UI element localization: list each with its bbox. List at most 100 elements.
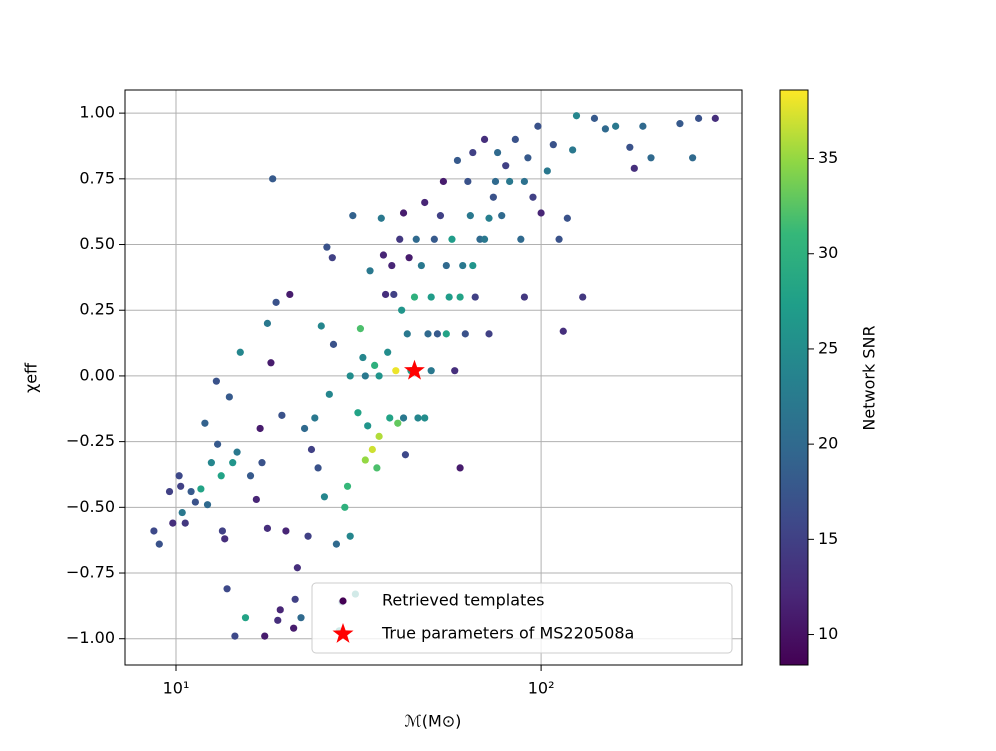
template-point	[191, 498, 199, 506]
template-point	[448, 235, 456, 243]
template-point	[197, 485, 205, 493]
template-point	[537, 209, 545, 217]
x-tick-label: 10¹	[163, 679, 190, 698]
template-point	[647, 154, 655, 162]
template-point	[274, 616, 282, 624]
legend-marker	[332, 623, 354, 643]
template-point	[241, 614, 250, 622]
template-point	[263, 524, 272, 532]
template-point	[543, 167, 551, 175]
template-point	[520, 293, 528, 301]
template-point	[290, 624, 298, 632]
template-point	[517, 235, 525, 243]
template-point	[480, 135, 489, 144]
template-point	[612, 122, 620, 130]
template-point	[233, 448, 241, 456]
template-point	[311, 414, 319, 422]
template-point	[386, 414, 394, 422]
template-point	[356, 325, 365, 333]
template-point	[278, 411, 286, 419]
true-parameter-star	[404, 359, 425, 380]
template-point	[366, 267, 374, 275]
template-point	[320, 493, 329, 501]
template-point	[549, 141, 557, 149]
template-point	[267, 359, 275, 367]
y-tick-label: −1.00	[66, 628, 115, 647]
template-point	[676, 120, 684, 128]
template-point	[349, 212, 357, 220]
template-point	[317, 322, 325, 330]
template-point	[169, 519, 177, 527]
template-point	[329, 340, 338, 348]
template-point	[498, 212, 506, 220]
template-point	[445, 293, 453, 301]
template-point	[469, 148, 477, 157]
template-point	[489, 193, 497, 201]
template-point	[379, 251, 388, 259]
template-point	[493, 148, 502, 157]
template-point	[384, 348, 392, 356]
template-point	[246, 472, 255, 480]
template-point	[466, 212, 474, 220]
legend-marker	[339, 597, 347, 605]
template-point	[459, 261, 467, 270]
template-point	[368, 445, 376, 454]
y-tick-label: 0.25	[79, 300, 115, 319]
template-point	[569, 146, 577, 154]
legend: Retrieved templates True parameters of M…	[311, 582, 733, 654]
template-point	[453, 156, 462, 165]
template-point	[392, 367, 400, 375]
template-point	[375, 432, 383, 440]
template-point	[398, 306, 406, 314]
plot-area	[125, 90, 742, 665]
template-point	[590, 114, 599, 122]
template-point	[417, 261, 425, 270]
template-point	[258, 459, 266, 467]
template-point	[359, 353, 367, 362]
template-point	[559, 327, 567, 335]
template-point	[421, 414, 429, 422]
template-point	[442, 261, 450, 270]
template-point	[293, 564, 301, 572]
template-point	[181, 519, 189, 527]
template-point	[373, 464, 381, 472]
template-point	[572, 112, 581, 120]
template-point	[150, 527, 158, 535]
template-point	[491, 177, 500, 186]
template-point	[212, 377, 220, 385]
template-point	[252, 495, 260, 504]
template-point	[201, 419, 209, 427]
template-point	[464, 177, 472, 186]
template-point	[361, 372, 369, 380]
axes-frame	[124, 89, 743, 666]
template-point	[276, 606, 284, 614]
template-point	[451, 367, 459, 375]
template-point	[529, 193, 537, 201]
template-point	[579, 293, 587, 301]
template-point	[155, 540, 163, 548]
template-point	[377, 214, 385, 222]
template-point	[229, 459, 237, 467]
template-point	[165, 487, 174, 496]
colorbar	[779, 89, 809, 666]
template-point	[436, 212, 445, 220]
template-point	[236, 348, 244, 356]
template-point	[630, 164, 638, 172]
template-point	[371, 361, 379, 370]
x-tick-label: 10²	[528, 679, 555, 698]
colorbar-tick-label: 35	[818, 148, 838, 167]
template-point	[414, 414, 422, 422]
template-point	[626, 143, 634, 151]
template-point	[396, 235, 404, 243]
template-point	[341, 503, 349, 511]
y-tick-label: −0.25	[66, 431, 115, 450]
template-point	[346, 372, 354, 380]
template-point	[343, 482, 352, 490]
template-point	[555, 235, 563, 243]
colorbar-tick-label: 10	[818, 624, 838, 643]
y-tick-label: 1.00	[79, 103, 115, 122]
template-point	[177, 482, 185, 490]
template-point	[261, 632, 269, 640]
template-point	[178, 508, 186, 517]
